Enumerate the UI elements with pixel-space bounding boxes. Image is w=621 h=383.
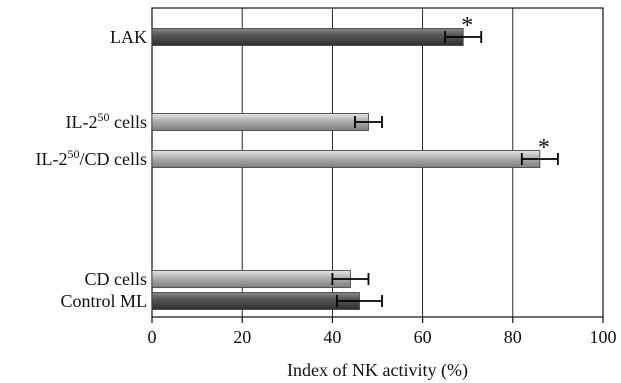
category-label-main: LAK (110, 27, 147, 47)
category-label-main: IL-2 (66, 112, 98, 132)
x-tick-label-20: 20 (233, 327, 251, 347)
error-bars (331, 31, 559, 307)
category-label-main: CD cells (85, 269, 148, 289)
category-label-2: IL-250/CD cells (36, 147, 147, 169)
x-tick-label-80: 80 (504, 327, 522, 347)
category-label-tail: /CD cells (80, 149, 148, 169)
x-tick-label-100: 100 (590, 327, 617, 347)
x-axis-label: Index of NK activity (%) (287, 360, 468, 381)
bar-1 (151, 113, 369, 131)
category-label-main: IL-2 (36, 149, 68, 169)
x-axis-ticks: 0 20 40 60 80 100 (148, 317, 617, 347)
category-label-1: IL-250 cells (66, 110, 147, 132)
bar-4 (151, 292, 360, 310)
category-label-main: Control ML (60, 291, 147, 311)
bar-3 (151, 270, 351, 288)
significance-star-2: * (538, 135, 550, 161)
category-label-0: LAK (110, 27, 147, 47)
category-label-superscript: 50 (98, 110, 110, 124)
x-tick-label-60: 60 (414, 327, 432, 347)
category-label-4: Control ML (60, 291, 147, 311)
bar-0 (151, 28, 464, 46)
bars (151, 28, 541, 310)
category-label-superscript: 50 (68, 147, 80, 161)
x-tick-label-0: 0 (148, 327, 157, 347)
bar-2 (151, 150, 541, 168)
significance-markers: ** (461, 13, 550, 161)
category-label-tail: cells (110, 112, 148, 132)
significance-star-0: * (461, 13, 473, 39)
x-tick-label-40: 40 (323, 327, 341, 347)
category-label-3: CD cells (85, 269, 148, 289)
